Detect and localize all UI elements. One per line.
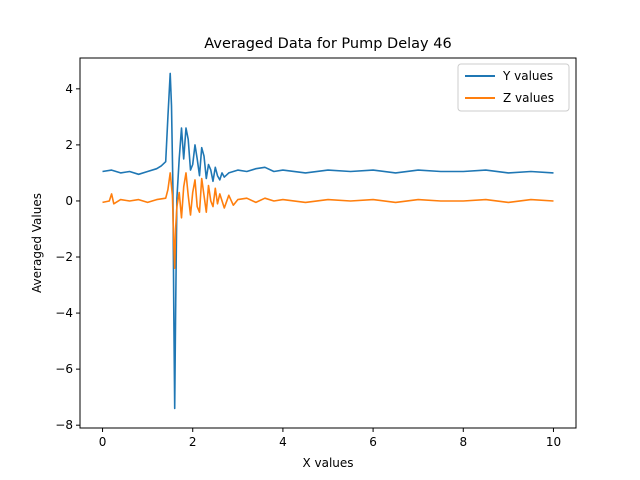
y-tick-label: −4 [55, 306, 73, 320]
x-axis-ticks: 0 2 4 6 8 10 [99, 428, 561, 449]
y-tick-label: −6 [55, 362, 73, 376]
legend-label-y-values: Y values [502, 69, 553, 83]
y-axis-title: Averaged Values [30, 193, 44, 293]
legend: Y values Z values [457, 63, 570, 112]
series-layer [102, 72, 554, 410]
y-tick-label: −2 [55, 250, 73, 264]
y-tick-label: 2 [65, 138, 73, 152]
series-line-z-values [102, 172, 554, 270]
x-tick-label: 10 [546, 435, 561, 449]
chart-title: Averaged Data for Pump Delay 46 [204, 36, 451, 52]
x-tick-label: 2 [189, 435, 197, 449]
y-tick-label: −8 [55, 418, 73, 432]
y-tick-label: 0 [65, 194, 73, 208]
plot-area [80, 58, 576, 428]
plot-frame [79, 57, 577, 429]
x-tick-label: 4 [279, 435, 287, 449]
series-line-y-values [102, 72, 554, 410]
x-axis-title: X values [302, 456, 353, 470]
x-tick-label: 8 [459, 435, 467, 449]
x-tick-label: 6 [369, 435, 377, 449]
x-tick-label: 0 [99, 435, 107, 449]
legend-label-z-values: Z values [503, 91, 554, 105]
y-tick-label: 4 [65, 82, 73, 96]
y-axis-ticks: 4 2 0 −2 −4 −6 −8 [55, 82, 80, 432]
